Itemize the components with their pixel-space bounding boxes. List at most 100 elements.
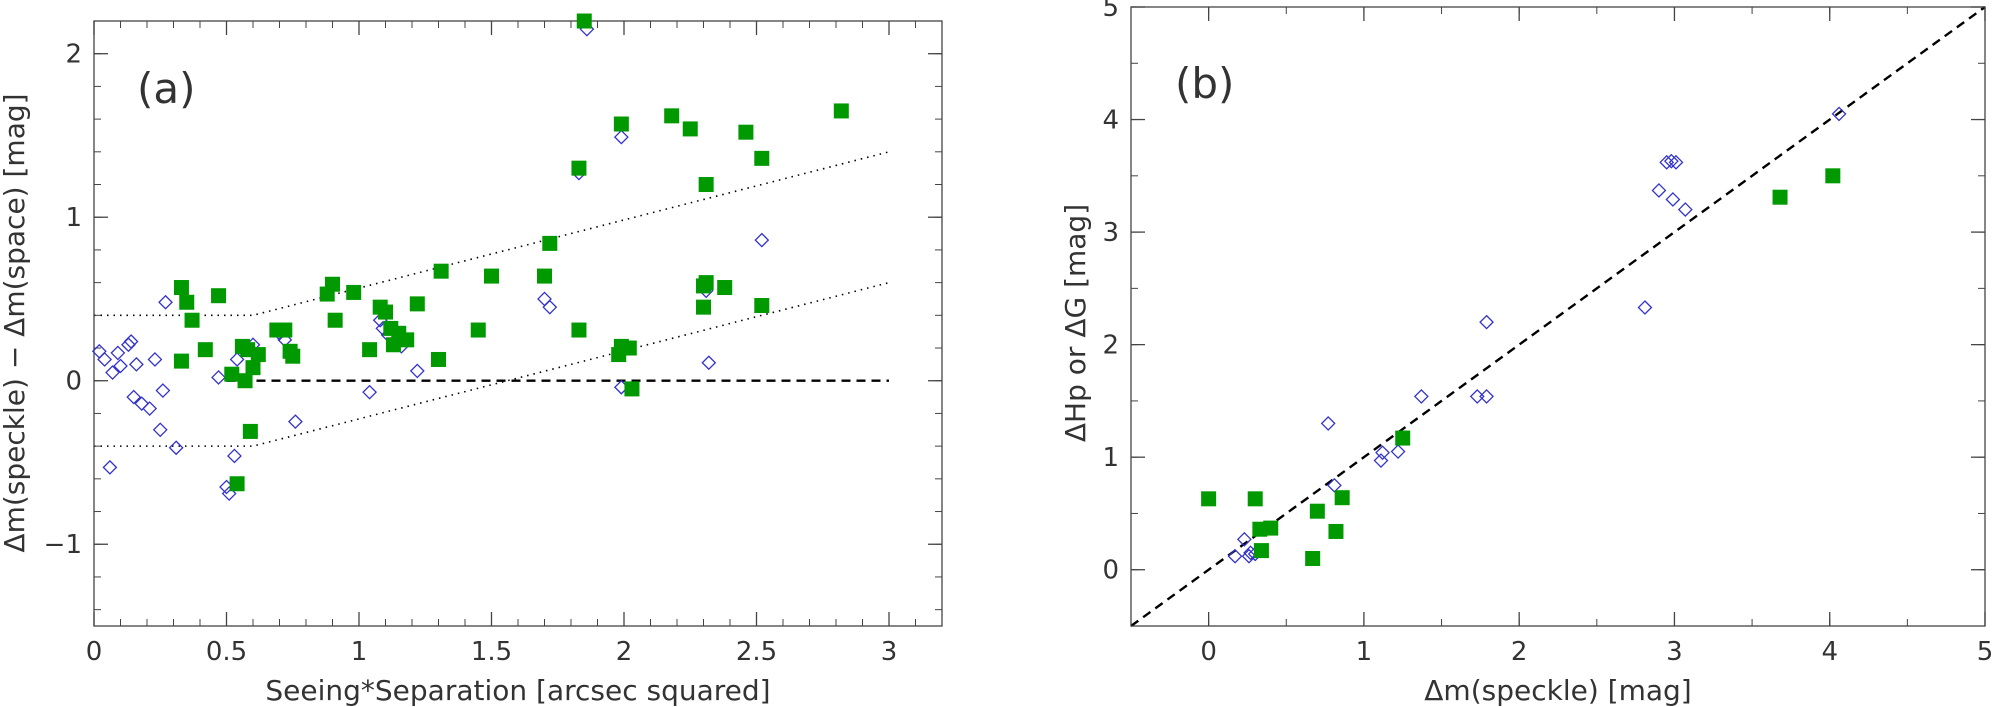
panel-a: 0 0.5 1 1.5 2 2.5 3 −1 0 1 2 (a) Seeing*Separation… <box>0 13 943 707</box>
point-gaia <box>738 124 754 140</box>
point-gaia <box>431 351 446 367</box>
point-hipparcos <box>1668 154 1684 170</box>
y-tick-label: 0 <box>1102 556 1119 586</box>
point-hipparcos <box>221 486 237 501</box>
data-points-b <box>1201 106 1847 566</box>
y-tick-label: 1 <box>65 203 82 233</box>
point-hipparcos <box>121 337 136 353</box>
point-hipparcos <box>168 440 184 456</box>
point-hipparcos <box>409 363 425 379</box>
plot-frame-b <box>1130 6 1986 627</box>
point-hipparcos <box>158 294 173 310</box>
point-gaia <box>696 299 711 315</box>
point-hipparcos <box>102 459 118 475</box>
point-gaia <box>197 342 213 358</box>
x-tick-label: 5 <box>1977 637 1994 667</box>
point-hipparcos <box>537 291 552 307</box>
point-gaia <box>717 280 733 296</box>
point-hipparcos <box>128 356 144 372</box>
point-gaia <box>1328 523 1344 539</box>
point-gaia <box>1201 491 1217 507</box>
point-hipparcos <box>91 343 107 359</box>
y-tick-label: 3 <box>1102 218 1119 248</box>
point-gaia <box>229 476 245 492</box>
point-hipparcos <box>1637 300 1653 315</box>
point-gaia <box>1334 490 1350 506</box>
point-hipparcos <box>227 448 242 464</box>
point-hipparcos <box>613 129 629 145</box>
x-tick-label: 3 <box>1666 637 1683 667</box>
point-gaia <box>571 160 587 176</box>
point-hipparcos <box>110 345 126 361</box>
panel-label-b: (b) <box>1175 59 1234 108</box>
point-hipparcos <box>701 355 717 371</box>
point-hipparcos <box>1413 388 1429 404</box>
x-axis-label-b: Δm(speckle) [mag] <box>1424 674 1691 707</box>
y-tick-label: −1 <box>44 530 82 560</box>
y-tick-label: 2 <box>1102 331 1119 361</box>
point-hipparcos <box>134 396 150 412</box>
point-hipparcos <box>1665 192 1681 207</box>
point-gaia <box>250 347 266 363</box>
point-hipparcos <box>211 370 226 385</box>
x-tick-label: 0 <box>86 637 103 667</box>
reference-line-lower-envelope <box>94 281 890 447</box>
point-gaia <box>1263 520 1279 536</box>
point-gaia <box>325 276 340 292</box>
point-gaia <box>237 373 253 389</box>
point-hipparcos <box>1390 444 1406 459</box>
y-tick-label: 1 <box>1102 443 1119 473</box>
point-gaia <box>664 108 680 124</box>
x-tick-label: 4 <box>1821 637 1838 667</box>
x-tick-label: 0 <box>1200 637 1217 667</box>
point-gaia <box>378 304 393 320</box>
point-gaia <box>542 235 558 251</box>
point-hipparcos <box>1651 183 1667 198</box>
point-gaia <box>621 340 637 356</box>
x-tick-label: 1.5 <box>471 637 512 667</box>
point-gaia <box>184 312 200 328</box>
point-hipparcos <box>123 334 139 349</box>
point-hipparcos <box>155 383 171 398</box>
point-gaia <box>277 322 293 338</box>
y-tick-label: 5 <box>1102 0 1119 23</box>
point-gaia <box>1395 430 1411 446</box>
point-gaia <box>624 381 640 397</box>
point-hipparcos <box>1320 415 1336 431</box>
point-gaia <box>179 294 195 310</box>
panel-label-a: (a) <box>137 64 196 113</box>
axis-ticks-a: 0 0.5 1 1.5 2 2.5 3 −1 0 1 2 <box>44 20 943 667</box>
point-gaia <box>224 366 240 382</box>
point-hipparcos <box>229 352 245 367</box>
point-gaia <box>245 360 261 376</box>
point-gaia <box>698 275 714 291</box>
point-gaia <box>173 280 189 296</box>
point-gaia <box>362 342 378 358</box>
point-hipparcos <box>1831 106 1847 122</box>
point-gaia <box>754 298 770 314</box>
point-gaia <box>1309 503 1325 519</box>
point-gaia <box>470 322 486 338</box>
point-gaia <box>242 423 258 439</box>
data-points-a <box>91 13 849 501</box>
point-gaia <box>833 103 849 119</box>
point-hipparcos <box>1326 477 1342 493</box>
y-tick-label: 0 <box>65 367 82 397</box>
point-gaia <box>698 177 714 193</box>
point-hipparcos <box>152 422 168 438</box>
point-hipparcos <box>754 232 770 248</box>
x-tick-label: 2 <box>616 637 633 667</box>
point-hipparcos <box>1677 202 1693 218</box>
x-tick-label: 1 <box>1356 637 1373 667</box>
axis-ticks-b: 0 1 2 3 4 5 0 1 2 3 4 5 <box>1102 0 1993 667</box>
point-gaia <box>327 312 343 328</box>
point-gaia <box>1253 543 1269 559</box>
point-hipparcos <box>1479 388 1494 404</box>
point-hipparcos <box>1373 453 1389 468</box>
y-axis-label-b: ΔHp or ΔG [mag] <box>1059 204 1092 442</box>
y-axis-label-a: Δm(speckle) − Δm(space) [mag] <box>0 93 31 552</box>
point-hipparcos <box>97 352 113 367</box>
point-hipparcos <box>287 414 303 430</box>
point-hipparcos <box>362 384 378 400</box>
